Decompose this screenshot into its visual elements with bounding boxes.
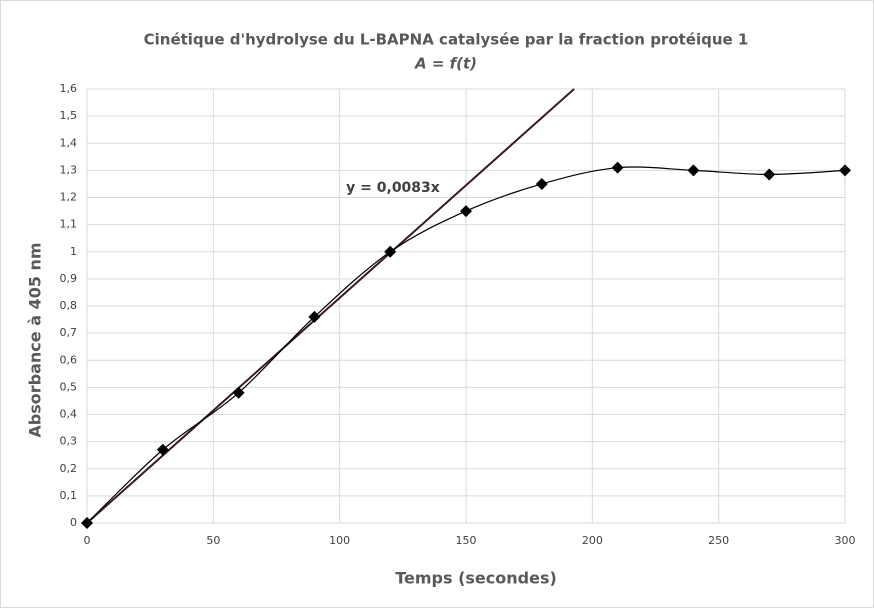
y-tick-label: 0,7 <box>60 326 78 339</box>
data-point <box>535 177 548 190</box>
y-tick-label: 0,9 <box>60 272 78 285</box>
y-tick-label: 1 <box>70 245 77 258</box>
y-tick-label: 0,4 <box>60 408 78 421</box>
data-point <box>308 310 321 323</box>
y-tick-label: 1,6 <box>60 82 78 95</box>
y-tick-label: 0,3 <box>60 435 78 448</box>
y-axis-label: Absorbance à 405 nm <box>26 242 45 437</box>
x-tick-label: 50 <box>206 534 220 547</box>
y-tick-label: 0,5 <box>60 380 78 393</box>
x-tick-label: 0 <box>84 534 91 547</box>
y-tick-label: 1,1 <box>60 218 78 231</box>
y-tick-label: 0,2 <box>60 462 78 475</box>
y-tick-label: 1,2 <box>60 191 78 204</box>
chart-title: Cinétique d'hydrolyse du L-BAPNA catalys… <box>144 31 749 49</box>
x-axis-label: Temps (secondes) <box>395 569 557 588</box>
data-point <box>839 164 851 177</box>
y-tick-label: 0 <box>70 516 77 529</box>
data-point <box>232 386 245 399</box>
data-point <box>460 205 472 218</box>
y-tick-label: 1,3 <box>60 163 78 176</box>
y-tick-label: 1,5 <box>60 109 78 122</box>
chart-subtitle: A = f(t) <box>414 55 477 73</box>
data-point <box>687 164 700 177</box>
y-tick-label: 0,6 <box>60 353 78 366</box>
x-tick-label: 150 <box>456 534 477 547</box>
x-tick-label: 200 <box>582 534 603 547</box>
x-tick-label: 250 <box>708 534 729 547</box>
x-tick-label: 100 <box>329 534 350 547</box>
data-point <box>611 161 624 174</box>
data-point <box>384 245 397 258</box>
y-tick-label: 0,1 <box>60 489 78 502</box>
y-tick-label: 0,8 <box>60 299 78 312</box>
x-tick-label: 300 <box>835 534 856 547</box>
series-line <box>86 166 846 524</box>
y-tick-label: 1,4 <box>60 136 78 149</box>
data-point <box>763 168 776 181</box>
trendline-label: y = 0,0083x <box>346 180 440 196</box>
data-point <box>156 443 169 456</box>
data-point <box>81 517 93 529</box>
trendline <box>86 88 575 524</box>
